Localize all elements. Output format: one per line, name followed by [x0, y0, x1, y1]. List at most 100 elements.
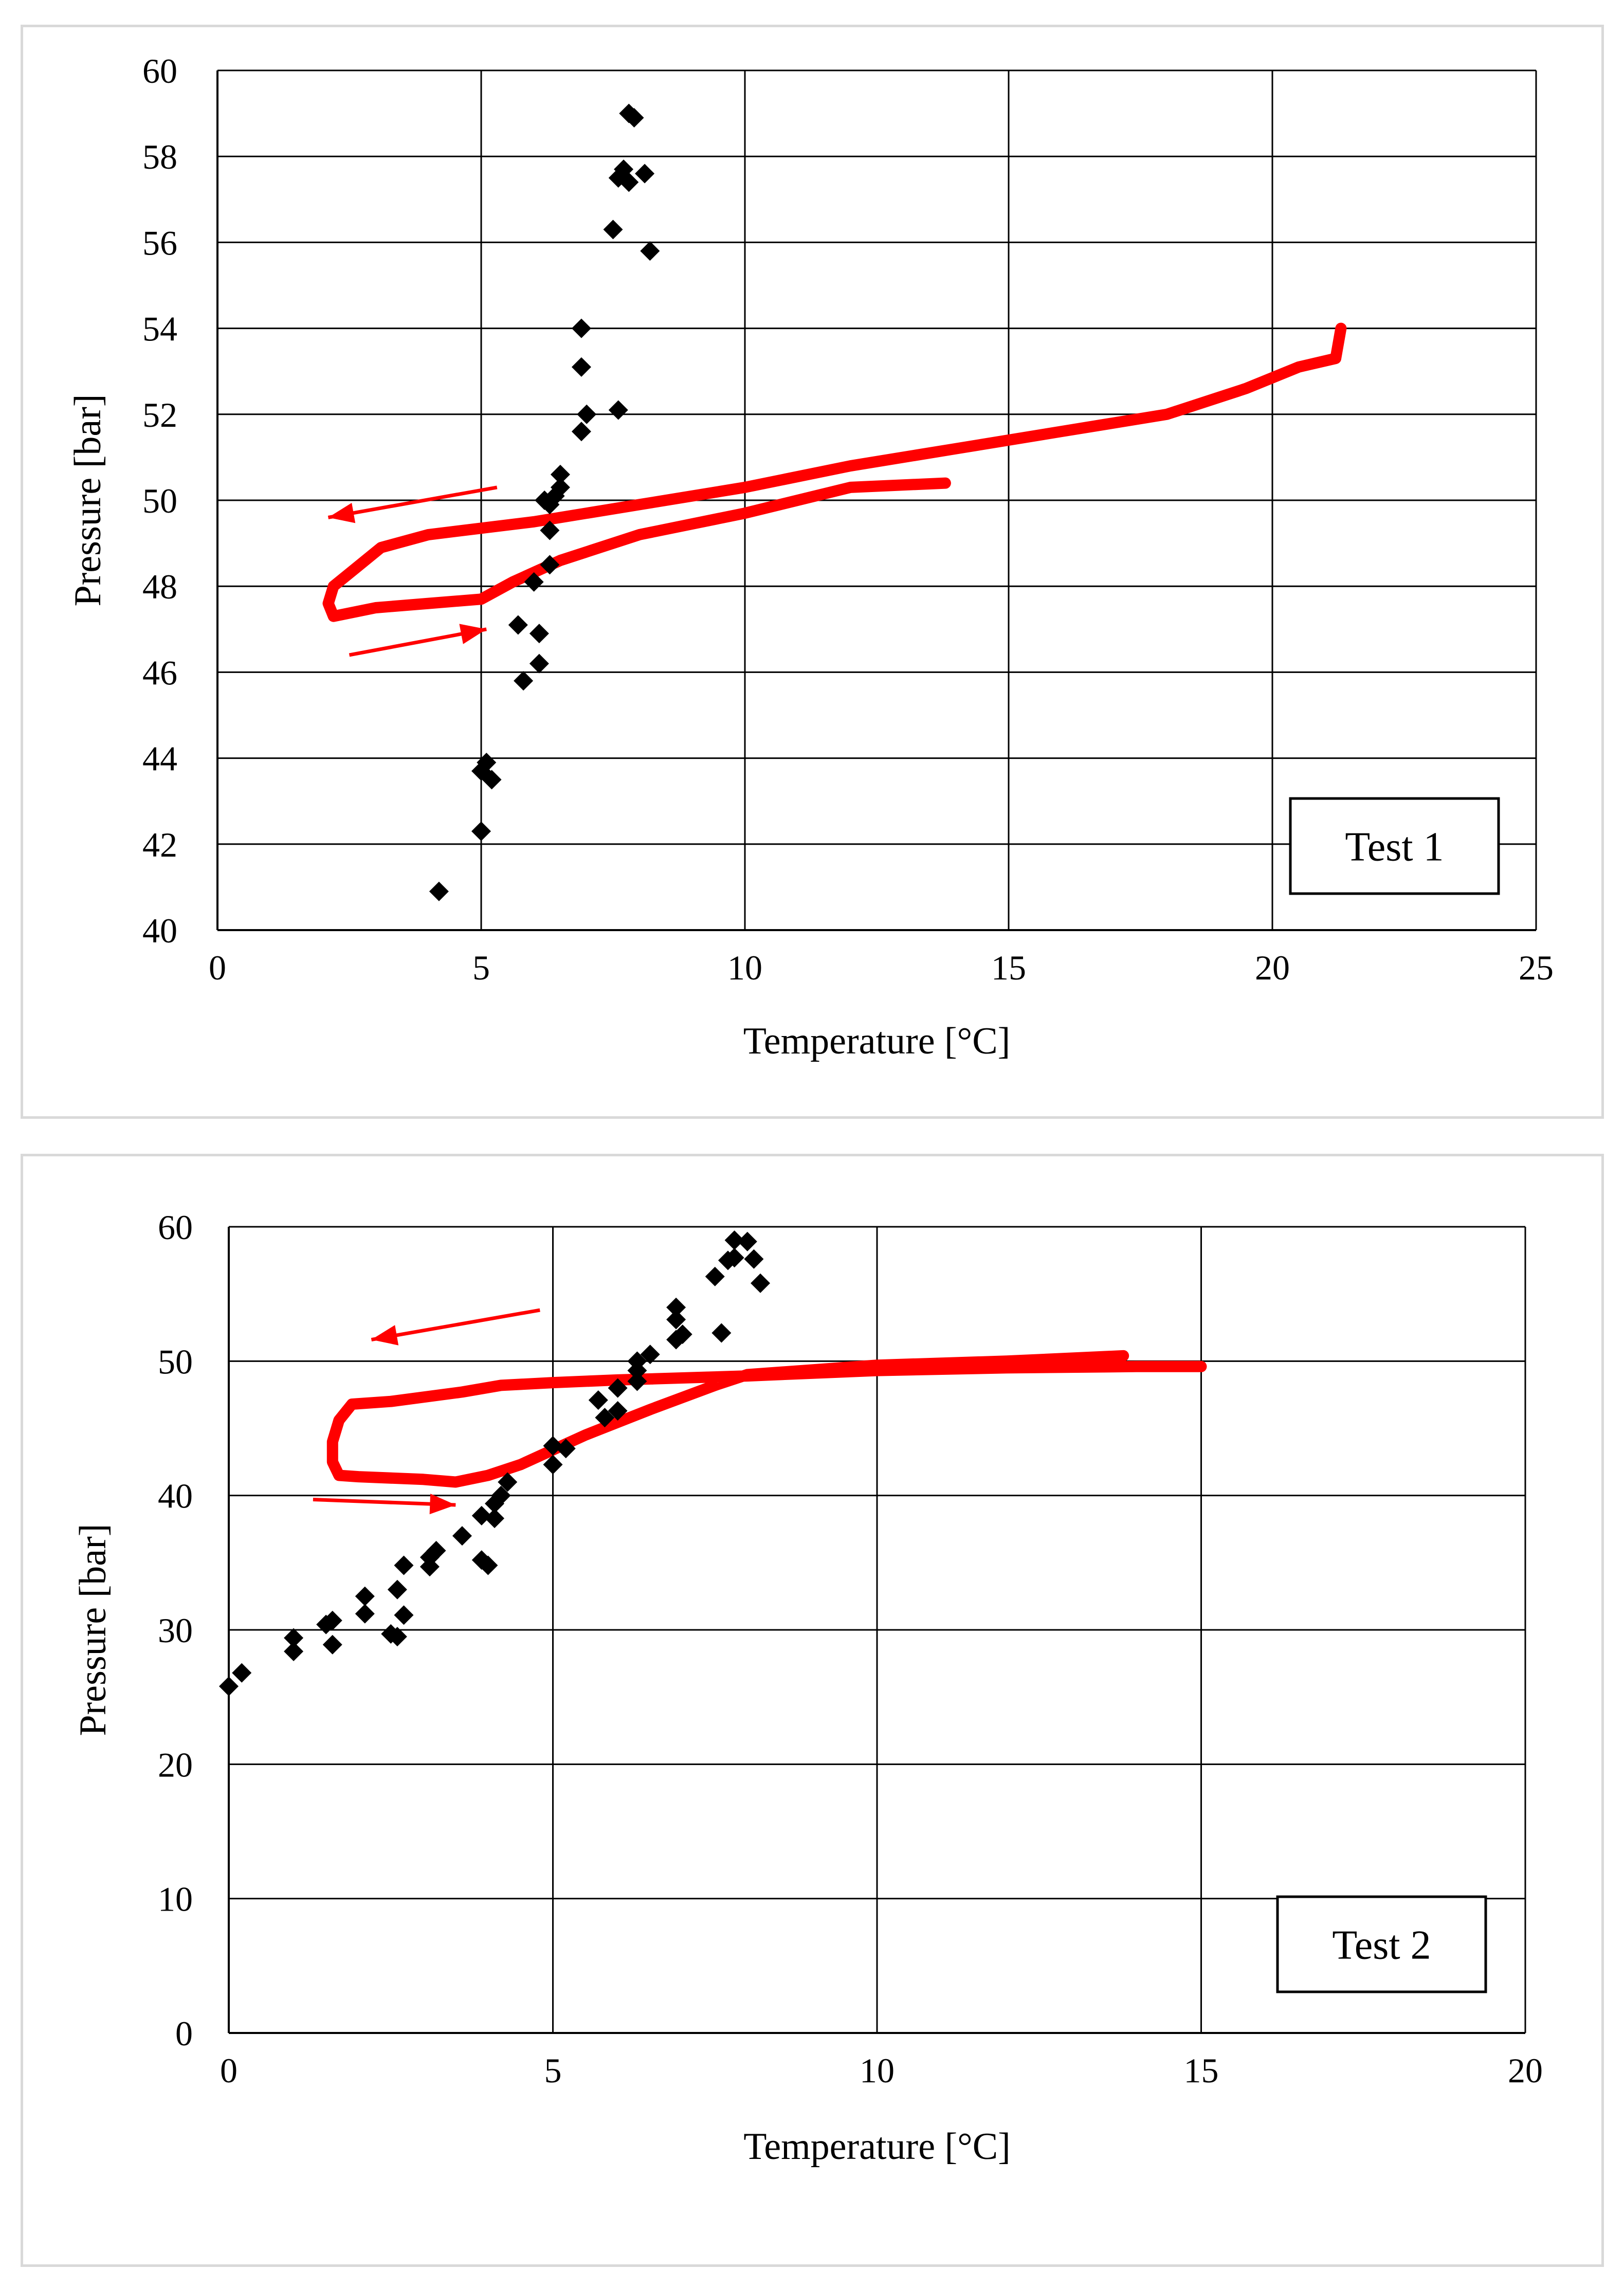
legend-box: Test 2	[1276, 1895, 1487, 1993]
data-point-34	[627, 1351, 647, 1371]
data-point-21	[485, 1509, 505, 1529]
data-point-23	[491, 1485, 511, 1505]
y-axis-title: Pressure [bar]	[67, 394, 109, 607]
x-tick-label-10: 10	[727, 948, 762, 987]
legend-box: Test 1	[1289, 797, 1500, 895]
data-point-1	[232, 1663, 252, 1683]
data-point-46	[724, 1230, 744, 1250]
chart-panel-test-1: 0 5 10 15 20 25 40 42 44 46 48 50 52 54 56 58 60 Tempera…	[21, 25, 1604, 1119]
data-point-26	[619, 172, 639, 192]
data-point-8	[529, 653, 549, 674]
data-point-25	[543, 1455, 563, 1475]
x-axis-title: Temperature [°C]	[743, 1020, 1011, 1062]
data-point-41	[705, 1266, 725, 1286]
legend-label: Test 2	[1332, 1923, 1431, 1968]
data-point-10	[387, 1627, 407, 1647]
y-tick-label-10: 10	[158, 1880, 193, 1919]
data-point-17	[452, 1526, 472, 1546]
y-tick-label-58: 58	[142, 137, 177, 176]
data-point-39	[666, 1310, 686, 1330]
data-point-44	[724, 1248, 744, 1268]
data-point-5	[322, 1610, 342, 1630]
data-point-32	[627, 1371, 647, 1391]
direction-arrow-0-shaft	[371, 1308, 540, 1341]
data-point-37	[672, 1324, 692, 1345]
data-point-19	[608, 400, 628, 420]
equilibrium-markers	[219, 1230, 771, 1696]
pressure-temperature-chart-test-2: 0 5 10 15 20 0 10 20 30 40 50 60 Temperature [°C] P…	[72, 1208, 1543, 2168]
x-tick-label-25: 25	[1519, 948, 1554, 987]
data-point-40	[666, 1297, 686, 1317]
data-point-6	[508, 615, 528, 635]
direction-arrow-1	[313, 1494, 456, 1515]
data-point-15	[550, 477, 570, 497]
data-point-3	[477, 752, 497, 772]
data-point-35	[640, 1345, 660, 1365]
data-point-10	[540, 555, 560, 575]
data-point-23	[640, 241, 660, 261]
data-point-42	[751, 1273, 771, 1293]
curve-series-line	[326, 1350, 1207, 1488]
data-point-5	[514, 671, 534, 691]
y-tick-label-50: 50	[142, 481, 177, 520]
data-point-4	[316, 1614, 336, 1635]
y-tick-label-48: 48	[142, 567, 177, 606]
data-point-28	[595, 1408, 615, 1428]
data-point-2	[284, 1641, 304, 1661]
y-tick-label-44: 44	[142, 739, 177, 778]
direction-arrow-1-head	[459, 624, 487, 644]
data-point-7	[529, 624, 549, 644]
data-point-9	[524, 572, 544, 592]
data-point-27	[635, 164, 655, 184]
direction-arrows	[327, 485, 498, 657]
chart-panel-test-2: 0 5 10 15 20 0 10 20 30 40 50 60 Temperature [°C] P…	[21, 1154, 1604, 2267]
y-axis-title: Pressure [bar]	[72, 1524, 114, 1736]
data-point-12	[394, 1605, 414, 1625]
x-tick-label-5: 5	[544, 2051, 562, 2090]
data-point-30	[608, 1401, 628, 1421]
axes	[216, 70, 1536, 931]
pressure-temperature-chart-test-1: 0 5 10 15 20 25 40 42 44 46 48 50 52 54 56 58 60 Tempera…	[67, 51, 1554, 1062]
y-tick-label-42: 42	[142, 825, 177, 864]
data-point-18	[577, 404, 597, 424]
data-point-19	[471, 1505, 491, 1526]
data-point-47	[737, 1231, 757, 1251]
x-tick-label-5: 5	[472, 948, 490, 987]
x-tick-label-15: 15	[1184, 2051, 1219, 2090]
data-point-45	[744, 1249, 764, 1269]
legend-label: Test 1	[1345, 825, 1444, 870]
data-point-26	[543, 1436, 563, 1456]
data-point-4	[482, 770, 502, 790]
direction-arrow-1	[349, 624, 487, 657]
data-point-7	[355, 1604, 375, 1624]
y-tick-label-40: 40	[158, 1477, 193, 1516]
heating-cooling-curve	[326, 1350, 1207, 1488]
data-point-20	[571, 357, 591, 377]
data-point-27	[556, 1439, 576, 1459]
data-point-16	[550, 464, 570, 484]
data-point-20	[478, 1555, 498, 1575]
data-point-11	[387, 1579, 407, 1600]
x-tick-label-10: 10	[860, 2051, 895, 2090]
data-point-29	[588, 1390, 608, 1410]
curve-series-line	[322, 322, 1347, 622]
data-point-8	[355, 1586, 375, 1606]
data-point-31	[608, 1378, 628, 1398]
x-axis-title: Temperature [°C]	[743, 2126, 1011, 2168]
data-point-15	[419, 1547, 440, 1567]
x-tick-label-0: 0	[209, 948, 226, 987]
direction-arrows	[313, 1308, 540, 1515]
axes	[228, 1227, 1525, 2034]
data-point-0	[429, 881, 449, 901]
y-tick-label-40: 40	[142, 911, 177, 950]
x-tick-label-15: 15	[991, 948, 1026, 987]
data-point-22	[603, 220, 623, 240]
data-point-24	[498, 1472, 518, 1492]
y-tick-label-52: 52	[142, 395, 177, 434]
direction-arrow-0	[327, 485, 498, 523]
data-point-13	[394, 1555, 414, 1575]
y-tick-label-0: 0	[175, 2014, 193, 2053]
y-tick-label-54: 54	[142, 310, 177, 349]
x-tick-label-20: 20	[1508, 2051, 1543, 2090]
equilibrium-markers	[429, 103, 660, 901]
